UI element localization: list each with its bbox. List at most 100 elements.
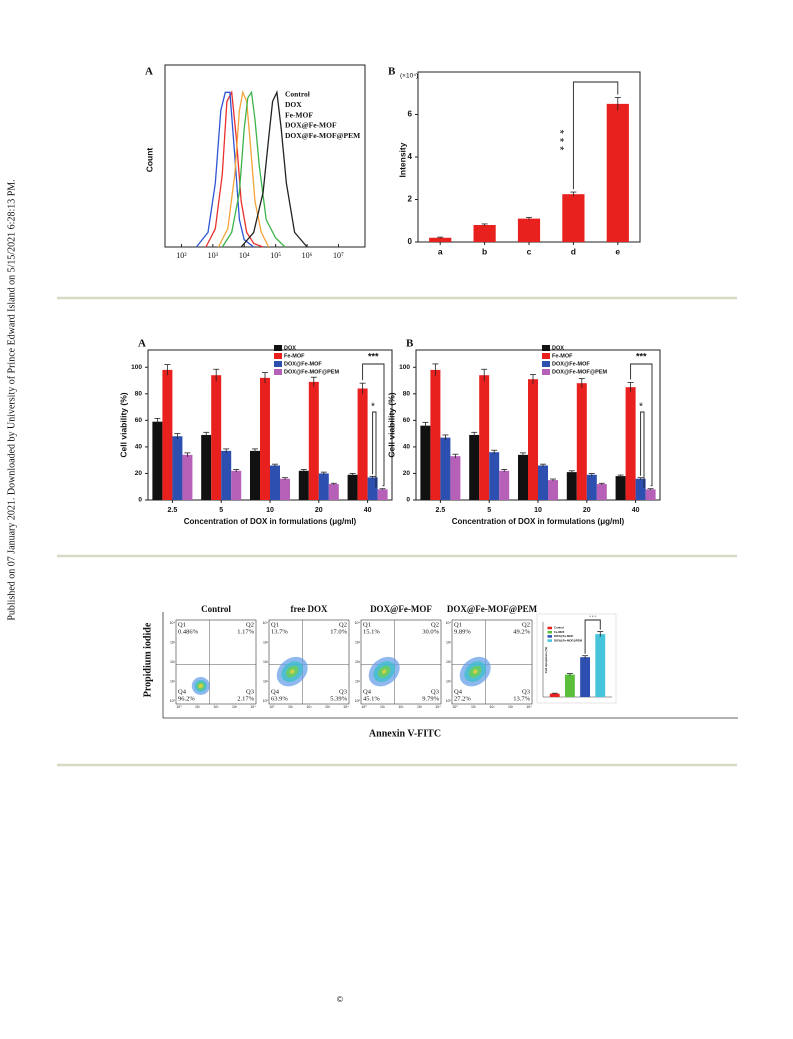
error-bar: [614, 97, 621, 111]
axis-tick-label: 10⁰: [355, 699, 361, 703]
y-tick-label: 100: [399, 364, 410, 371]
bar: [347, 474, 358, 500]
y-multiplier: (×10⁴): [400, 73, 418, 80]
y-axis-label: Propidium iodide: [142, 622, 153, 697]
quadrant-value: 9.89%: [454, 628, 471, 635]
x-tick-label: 10: [266, 507, 274, 514]
axis-tick-label: 10³: [325, 705, 331, 709]
quadrant-name: Q2: [246, 621, 254, 628]
significance-bracket: [572, 81, 619, 190]
histogram-line: [221, 90, 286, 248]
quadrant-name: Q4: [271, 688, 280, 695]
x-tick-label: 10³: [208, 251, 219, 260]
legend-label: DOX@Fe-MOF: [284, 361, 322, 367]
bar: [328, 484, 339, 500]
axis-tick-label: 10⁰: [452, 705, 458, 709]
scatter-cloud: [289, 669, 295, 674]
error-bar: [481, 223, 488, 227]
quadrant-name: Q2: [522, 621, 530, 628]
error-bar: [617, 474, 624, 478]
error-bar: [597, 631, 604, 637]
x-tick-label: 2.5: [436, 507, 446, 514]
x-tick-label: 10: [534, 507, 542, 514]
bar: [440, 437, 451, 500]
x-axis-label: Annexin V-FITC: [369, 728, 441, 739]
y-axis-label: Count: [144, 148, 154, 173]
axis-tick-label: 10³: [446, 640, 452, 644]
axis-tick-label: 10⁰: [170, 699, 176, 703]
axis-tick-label: 10¹: [263, 679, 269, 683]
histogram-line: [217, 90, 270, 248]
legend-swatch: [547, 639, 552, 642]
error-bar: [452, 453, 459, 459]
error-bar: [519, 452, 526, 457]
axis-tick-label: 10¹: [355, 679, 361, 683]
y-axis-label: Cell viability (%): [386, 392, 396, 457]
legend-label: Fe-MOF: [552, 353, 573, 359]
legend-swatch: [274, 361, 282, 367]
bar: [564, 674, 575, 697]
y-tick-label: 40: [403, 444, 411, 451]
quadrant-value: 45.1%: [363, 695, 380, 702]
axis-tick-label: 10⁰: [269, 705, 275, 709]
error-bar: [422, 421, 429, 429]
x-tick-label: a: [438, 246, 443, 256]
bar: [586, 474, 597, 500]
quadrant-value: 49.2%: [513, 628, 530, 635]
error-bar: [203, 431, 210, 438]
bar: [249, 450, 260, 500]
axis-tick-label: 10²: [446, 660, 452, 664]
x-tick-label: 20: [315, 507, 323, 514]
bar: [499, 470, 510, 500]
legend-label: Fe-MOF: [285, 110, 313, 119]
quadrant-value: 5.39%: [330, 695, 347, 702]
error-bar: [647, 488, 654, 491]
legend-label: DOX@Fe-MOF@PEM: [552, 369, 607, 375]
axis-tick-label: 10⁴: [170, 621, 176, 625]
error-bar: [300, 469, 307, 473]
quadrant-name: Q2: [431, 621, 439, 628]
error-bar: [174, 433, 181, 439]
footer: ©: [337, 995, 343, 1004]
legend-label: DOX@Fe-MOF@PEM: [284, 369, 339, 375]
bar: [606, 103, 629, 242]
scatter-cloud: [381, 669, 387, 674]
quadrant-name: Q4: [178, 688, 187, 695]
x-tick-label: 10⁴: [239, 251, 250, 260]
bar: [298, 470, 309, 500]
error-bar: [320, 471, 327, 475]
x-tick-label: 5: [219, 507, 223, 514]
bar: [517, 218, 541, 242]
error-bar: [432, 363, 439, 376]
error-bar: [491, 449, 498, 455]
error-bar: [164, 364, 171, 376]
bar: [615, 476, 626, 500]
bar: [473, 225, 496, 242]
legend-label: DOX@Fe-MOF@PEM: [554, 638, 583, 642]
significance: ***: [553, 130, 565, 155]
error-bar: [582, 655, 589, 659]
x-tick-label: d: [571, 246, 576, 256]
bar: [450, 456, 461, 500]
axis-tick-label: 10¹: [170, 679, 176, 683]
y-axis-label: Intensity: [397, 142, 407, 177]
scatter-cloud: [198, 683, 204, 689]
bar: [420, 425, 431, 500]
quadrant-value: 17.0%: [330, 628, 347, 635]
histogram-line: [205, 90, 264, 248]
quadrant-value: 30.0%: [422, 628, 439, 635]
scatter-cloud: [472, 669, 478, 674]
axis-tick-label: 10³: [170, 640, 176, 644]
panel-label: A: [145, 66, 153, 78]
plot-frame: [360, 619, 442, 705]
quadrant-value: 15.1%: [363, 628, 380, 635]
bar: [596, 484, 607, 500]
error-bar: [310, 376, 317, 387]
error-bar: [233, 469, 240, 473]
error-bar: [570, 191, 577, 197]
error-bar: [526, 216, 532, 220]
bar: [357, 388, 368, 500]
error-bar: [330, 482, 337, 485]
error-bar: [481, 368, 488, 382]
bar: [580, 657, 591, 697]
